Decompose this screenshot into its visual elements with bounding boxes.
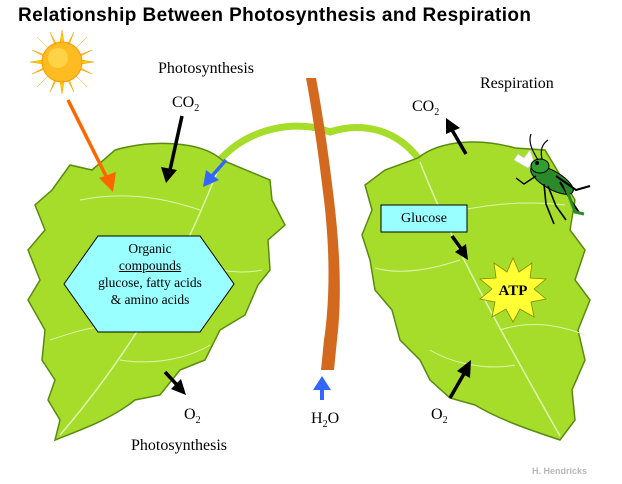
leaf-connector-vine	[214, 122, 422, 166]
hex-line-3: glucose, fatty acids	[98, 275, 202, 290]
right-leaf-vein-3	[499, 324, 586, 336]
atp-starburst	[478, 256, 548, 323]
co2-right-text: CO	[412, 98, 435, 115]
glucose-label: Glucose	[401, 211, 447, 226]
o2-in-arrow	[448, 360, 471, 399]
co2-left-text: CO	[172, 94, 195, 111]
organic-compounds-text: Organic compounds glucose, fatty acids &…	[70, 240, 230, 308]
co2-left-subscript: 2	[194, 103, 200, 114]
h2o-o-text: O	[327, 410, 340, 427]
hex-line-1: Organic	[128, 241, 172, 256]
co2-label-right: CO2	[412, 98, 440, 118]
stem	[306, 78, 340, 370]
glucose-box	[380, 204, 468, 233]
co2-in-arrow	[161, 115, 184, 183]
right-leaf-vein-4	[429, 349, 516, 368]
photosynthesis-label-top: Photosynthesis	[158, 60, 255, 77]
co2-label-left: CO2	[172, 94, 200, 114]
right-leaf-vein-2	[374, 259, 461, 272]
hex-line-2: compounds	[118, 258, 182, 273]
co2-out-arrow	[446, 118, 468, 155]
respiration-label: Respiration	[480, 75, 554, 92]
o2-label-right: O2	[431, 406, 448, 426]
left-leaf-vein-1	[79, 195, 201, 211]
sunlight-arrow	[66, 99, 116, 192]
left-leaf-vein-4	[119, 344, 211, 363]
sun-icon	[29, 29, 95, 95]
o2-left-text: O	[184, 406, 196, 423]
blue-input-arrow	[203, 158, 228, 187]
photosynthesis-label-bottom: Photosynthesis	[131, 437, 228, 454]
author-credit: H. Hendricks	[532, 466, 588, 476]
o2-right-subscript: 2	[442, 415, 448, 426]
organic-compounds-hexagon	[63, 235, 235, 333]
co2-right-subscript: 2	[434, 107, 440, 118]
page-title: Relationship Between Photosynthesis and …	[18, 5, 532, 26]
h2o-subscript: 2	[322, 419, 328, 430]
atp-label: ATP	[498, 283, 528, 299]
h2o-h-text: H	[311, 410, 323, 427]
hex-line-4: & amino acids	[110, 292, 190, 307]
grasshopper-icon	[513, 133, 591, 225]
right-leaf-vein-main	[419, 161, 561, 437]
glucose-to-atp-arrow	[450, 234, 468, 260]
h2o-arrow	[313, 376, 331, 400]
o2-label-left: O2	[184, 406, 201, 426]
h2o-label: H2O	[311, 410, 340, 430]
o2-right-text: O	[431, 406, 443, 423]
o2-left-subscript: 2	[195, 415, 201, 426]
o2-out-arrow	[163, 370, 186, 395]
